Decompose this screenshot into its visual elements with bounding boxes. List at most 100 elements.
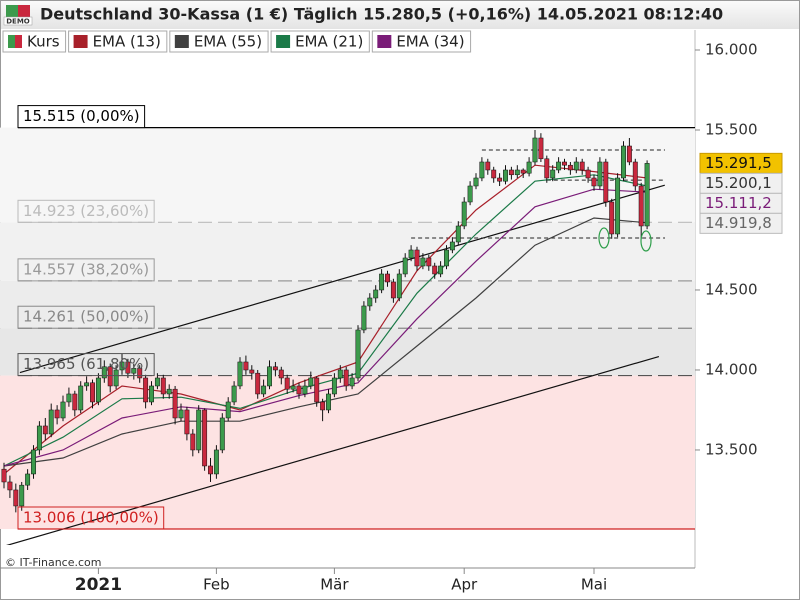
candle-body xyxy=(396,273,402,299)
candle-body xyxy=(267,366,272,387)
candle-body xyxy=(237,361,243,387)
fib-label: 15.515 (0,00%) xyxy=(23,107,140,125)
candle-body xyxy=(644,163,650,227)
candle-body xyxy=(473,177,479,187)
candle-body xyxy=(125,361,131,374)
trendline xyxy=(19,184,665,374)
y-tick-label: 14.500 xyxy=(705,280,758,298)
candle-body xyxy=(113,369,119,387)
candle-body xyxy=(243,361,249,371)
candle-body xyxy=(166,388,172,395)
fib-label: 14.557 (38,20%) xyxy=(23,260,149,278)
annotation-ellipse xyxy=(640,230,652,252)
candle-body xyxy=(19,484,25,507)
price-label: 15.200,1 xyxy=(705,174,772,192)
candle-body xyxy=(172,388,178,419)
x-tick-label: Apr xyxy=(451,576,478,594)
fib-band xyxy=(0,127,695,223)
x-tick-label: Mai xyxy=(581,576,607,594)
annotation-ellipse xyxy=(598,227,610,249)
candle-body xyxy=(249,369,255,374)
candle-body xyxy=(485,161,491,171)
candle-body xyxy=(331,377,337,395)
candle-body xyxy=(48,409,54,435)
logo: DEMO xyxy=(3,5,33,26)
candle-body xyxy=(1,468,7,483)
candle-body xyxy=(119,361,125,371)
candle-body xyxy=(379,273,385,291)
candle-body xyxy=(579,161,585,171)
legend-swatch xyxy=(73,35,88,48)
fib-label-box xyxy=(17,305,155,329)
candle-body xyxy=(538,137,544,160)
legend-box xyxy=(68,30,168,53)
candle-body xyxy=(314,377,320,403)
fib-label-box xyxy=(17,105,146,129)
candle-body xyxy=(84,382,90,387)
candle-body xyxy=(532,137,538,163)
candle-body xyxy=(408,249,414,259)
candle-body xyxy=(320,401,326,411)
candle-body xyxy=(290,385,296,390)
x-tick-label: Feb xyxy=(203,576,230,594)
legend-label: EMA (21) xyxy=(295,33,363,51)
candle-body xyxy=(90,382,95,403)
y-tick-label: 15.500 xyxy=(705,120,758,138)
candle-body xyxy=(219,417,225,451)
fib-label: 14.261 (50,00%) xyxy=(23,308,149,326)
candle-body xyxy=(603,161,609,203)
candle-body xyxy=(508,169,514,176)
candle-body xyxy=(343,369,349,387)
legend-label: EMA (13) xyxy=(93,33,161,51)
candle-body xyxy=(567,164,573,171)
candle-body xyxy=(373,289,379,299)
legend-swatch xyxy=(377,35,392,48)
ema-line xyxy=(3,174,648,467)
candle-body xyxy=(367,297,373,307)
fib-label: 13.006 (100,00%) xyxy=(23,509,159,527)
candle-body xyxy=(497,177,503,182)
candle-body xyxy=(143,377,149,403)
price-label-box xyxy=(699,212,783,234)
candle-body xyxy=(284,377,290,390)
candle-body xyxy=(638,185,644,227)
candle-body xyxy=(95,377,101,403)
candle-body xyxy=(326,393,331,411)
candle-body xyxy=(420,257,426,267)
legend-swatch xyxy=(174,35,189,48)
candle-body xyxy=(255,372,261,395)
x-tick-label: 2021 xyxy=(75,575,122,595)
candle-body xyxy=(231,385,237,403)
candle-body xyxy=(390,281,396,299)
candle-body xyxy=(385,273,390,283)
candle-body xyxy=(178,409,184,419)
candle-body xyxy=(438,265,444,275)
candle-body xyxy=(455,225,461,243)
candle-body xyxy=(591,177,597,187)
fib-label-box xyxy=(17,353,155,377)
candle-body xyxy=(426,257,432,267)
candle-body xyxy=(573,161,579,171)
candle-body xyxy=(202,409,208,467)
candle-body xyxy=(402,257,408,275)
candle-body xyxy=(632,161,638,187)
candle-body xyxy=(278,369,284,379)
candle-body xyxy=(432,265,438,275)
candle-body xyxy=(13,489,19,507)
legend-box xyxy=(169,30,269,53)
candle-body xyxy=(36,425,42,451)
y-tick-label: 14.000 xyxy=(705,360,758,378)
candle-body xyxy=(184,409,190,435)
fib-label-box xyxy=(17,506,165,530)
candle-body xyxy=(337,369,343,379)
watermark: DEMO xyxy=(6,18,30,26)
candle-body xyxy=(296,385,302,395)
candle-body xyxy=(609,201,615,235)
candle-body xyxy=(491,169,497,179)
candle-body xyxy=(154,377,160,387)
candle-body xyxy=(149,385,154,403)
candle-body xyxy=(361,305,367,331)
candle-body xyxy=(556,161,562,171)
legend-swatch xyxy=(276,35,291,48)
